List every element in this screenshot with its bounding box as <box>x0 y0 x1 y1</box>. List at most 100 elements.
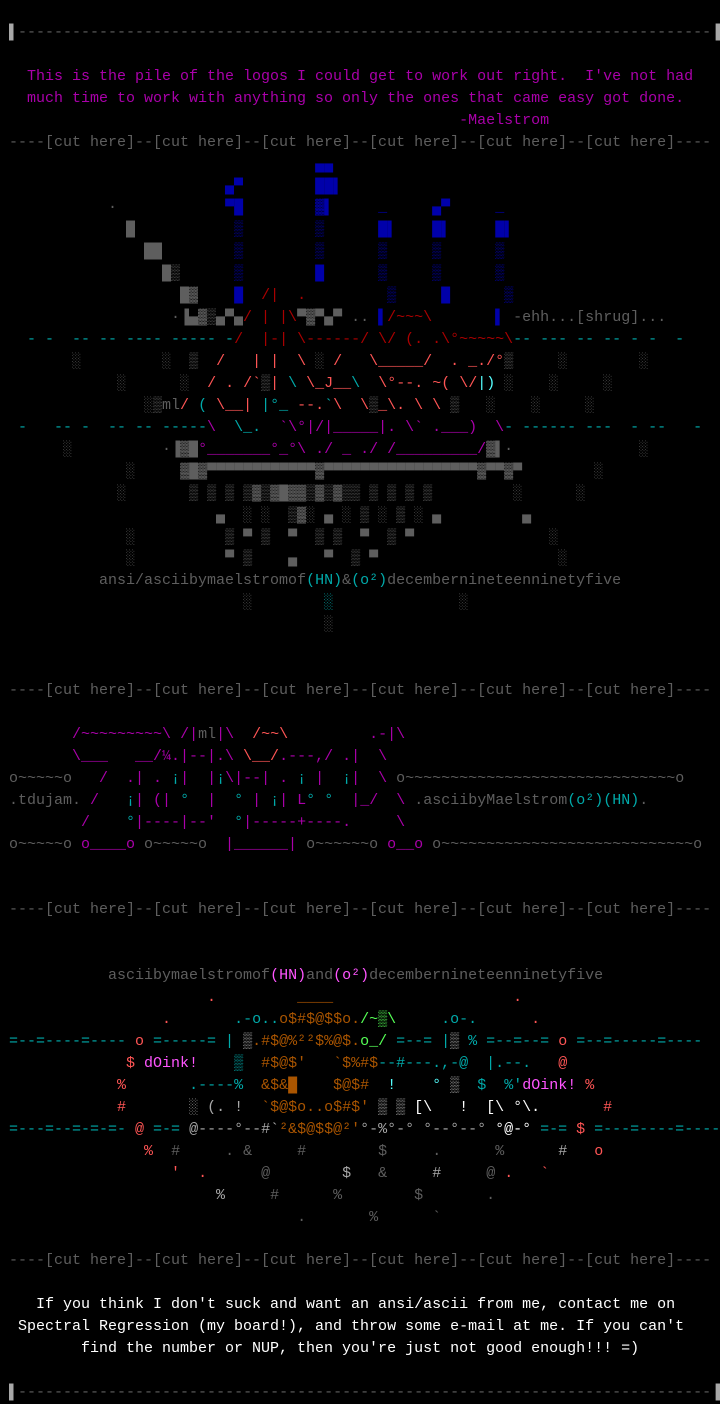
ansi-text-segment: ¡ <box>342 769 352 787</box>
ansi-text-segment: / <box>81 813 127 831</box>
ansi-row: % # . & # $ . % # o <box>0 1141 720 1163</box>
ansi-text-segment: =---=--=-=-=- <box>0 1120 136 1138</box>
ansi-text-segment: ▒ <box>261 374 271 392</box>
ansi-text-segment <box>180 1143 225 1160</box>
ansi-text-segment: -ehh...[shrug]... <box>504 309 667 327</box>
ansi-row <box>0 658 720 680</box>
ansi-text-segment: ░ <box>594 462 604 480</box>
ansi-text-segment: | <box>189 791 235 809</box>
ansi-row <box>0 0 720 22</box>
ansi-text-segment <box>234 726 252 743</box>
ansi-text-segment <box>216 989 297 1006</box>
ansi-text-segment <box>0 265 162 282</box>
ansi-row <box>0 921 720 943</box>
ansi-text-segment <box>0 572 99 589</box>
ansi-row: /~~~~~~~~~\ /|ml|\ /~~\ .-|\ <box>0 724 720 746</box>
ansi-text-segment: |______| <box>216 835 307 853</box>
ansi-text-segment: / . /` <box>207 374 262 392</box>
ansi-row: ░ <box>0 614 720 636</box>
ansi-row: find the number or NUP, then you're just… <box>0 1338 720 1360</box>
ansi-text-segment: o <box>558 1033 568 1051</box>
ansi-text-segment: ▓█▓▀▀▀▀▀▀▀▀▀▀▀▀▓▀▀▀▀▀▀▀▀▀▀▀▀▀▀▀▀▀▓▀▀▓▀ <box>180 462 523 480</box>
ansi-row: ░ ▀ ▒ ▄ ▀ ▒ ▀ ░ <box>0 548 720 570</box>
ansi-text-segment <box>135 550 225 567</box>
ansi-text-segment: [\ ! [\ °\. <box>414 1098 541 1116</box>
ansi-text-segment: .-|\ <box>369 725 406 743</box>
ansi-text-segment: % <box>117 1076 127 1094</box>
ansi-row: $ dOink! ▒ #$@$' `$%#$--#---.,-@ |.--. @ <box>0 1053 720 1075</box>
ansi-text-segment: =-----= | <box>144 1033 244 1051</box>
ansi-text-segment: ░ <box>63 440 73 458</box>
ansi-row: ██ ▒ ▒ ▒ ▒ ▒ <box>0 241 720 263</box>
ansi-text-segment <box>567 353 639 370</box>
ansi-text-segment: .o-. <box>441 1011 478 1029</box>
ansi-text-segment <box>162 243 234 260</box>
ansi-text-segment <box>378 550 558 567</box>
ansi-text-segment: $ <box>378 1142 388 1160</box>
ansi-text-segment <box>441 1143 495 1160</box>
ansi-text-segment <box>450 199 495 216</box>
ansi-row: =---=--=-=-=- @ =-= @----°--#`²&$@$$@²'°… <box>0 1119 720 1141</box>
ansi-text-segment: ▒ <box>378 243 388 261</box>
ansi-text-segment: █▌ <box>495 221 514 239</box>
ansi-text-segment <box>387 1143 432 1160</box>
ansi-text-segment: @ <box>261 1164 271 1182</box>
ansi-text-segment: . <box>531 1011 541 1029</box>
ansi-text-segment: & <box>342 572 352 590</box>
ansi-text-segment <box>0 309 171 326</box>
ansi-text-segment: $ <box>414 1186 424 1204</box>
ansi-text-segment: █ <box>126 221 136 239</box>
ansi-text-segment: &$&█ $@$# <box>261 1076 370 1094</box>
ansi-text-segment: ▄ <box>522 506 532 524</box>
ansi-text-segment <box>243 199 315 216</box>
ansi-text-segment <box>198 1055 234 1072</box>
ansi-text-segment: ░ <box>72 353 82 370</box>
ansi-text-segment <box>387 1165 432 1182</box>
ansi-text-segment: . <box>198 1164 208 1182</box>
ansi-text-segment: ░ <box>576 484 586 502</box>
ansi-text-segment: % <box>576 1076 595 1094</box>
ansi-text-segment <box>0 156 315 173</box>
ansi-text-segment <box>0 375 117 392</box>
ansi-text-segment: % =--=--= <box>459 1033 559 1051</box>
ansi-text-segment: decembernineteenninetyfive <box>387 572 622 590</box>
ansi-text-segment: | <box>306 769 343 787</box>
ansi-text-segment <box>270 1165 342 1182</box>
ansi-text-segment: . <box>207 989 217 1007</box>
ansi-text-segment: o~~~~~o <box>0 769 73 787</box>
ansi-text-segment: \_J__ <box>306 374 352 392</box>
ansi-text-segment <box>324 265 378 282</box>
ansi-text-segment: .-o.. <box>234 1011 280 1029</box>
ansi-text-segment <box>306 1209 369 1226</box>
ansi-text-segment <box>0 1165 171 1182</box>
ansi-text-segment <box>369 1077 387 1094</box>
ansi-text-segment <box>189 375 207 392</box>
ansi-text-segment: decembernineteenninetyfive <box>369 967 604 985</box>
ansi-text-segment <box>513 375 549 392</box>
ansi-text-segment <box>171 353 189 370</box>
ansi-text-segment: o~~~~~~~~~~~~~~~~~~~~~~~~~~~~~~o <box>387 769 685 787</box>
ansi-row: ░ ·▐▓█°_______°_°\ ./ _ ./ /_________/▓▌… <box>0 439 720 461</box>
ansi-row <box>0 702 720 724</box>
ansi-text-segment: ▒ <box>234 265 244 283</box>
ansi-text-segment: @ <box>558 1055 568 1072</box>
ansi-text-segment: .#$@%²²$%@$. <box>252 1033 361 1051</box>
ansi-text-segment: ▀ ▒ ▄ ▀ ▒ ▀ <box>225 550 379 568</box>
ansi-text-segment <box>387 243 432 260</box>
ansi-text-segment: o~~~~~~~~~~~~~~~~~~~~~~~~~~~~o <box>432 835 703 853</box>
ansi-text-segment: |°_ <box>261 396 298 414</box>
ansi-text-segment: . <box>297 1208 307 1226</box>
ansi-text-segment: ░ <box>315 353 325 370</box>
ansi-text-segment: If you think I don't suck and want an an… <box>0 1296 676 1314</box>
ansi-text-segment: o__o <box>387 835 433 853</box>
ansi-text-segment: °@-° <box>495 1120 532 1138</box>
ansi-row: █▓ █ /| . ▒ █ ▒ <box>0 285 720 307</box>
ansi-text-segment: ▒ <box>441 396 460 414</box>
ansi-text-segment: # <box>270 1186 280 1204</box>
ansi-text-segment <box>0 1209 297 1226</box>
ansi-text-segment: ·▐▄▓▒▄▀▄ <box>171 309 244 327</box>
ansi-text-segment: ----[cut here]--[cut here]--[cut here]--… <box>0 1252 712 1270</box>
ansi-text-segment: _ <box>495 199 505 217</box>
ansi-text-segment: and <box>306 967 334 985</box>
ansi-text-segment: o_/ <box>360 1033 388 1051</box>
